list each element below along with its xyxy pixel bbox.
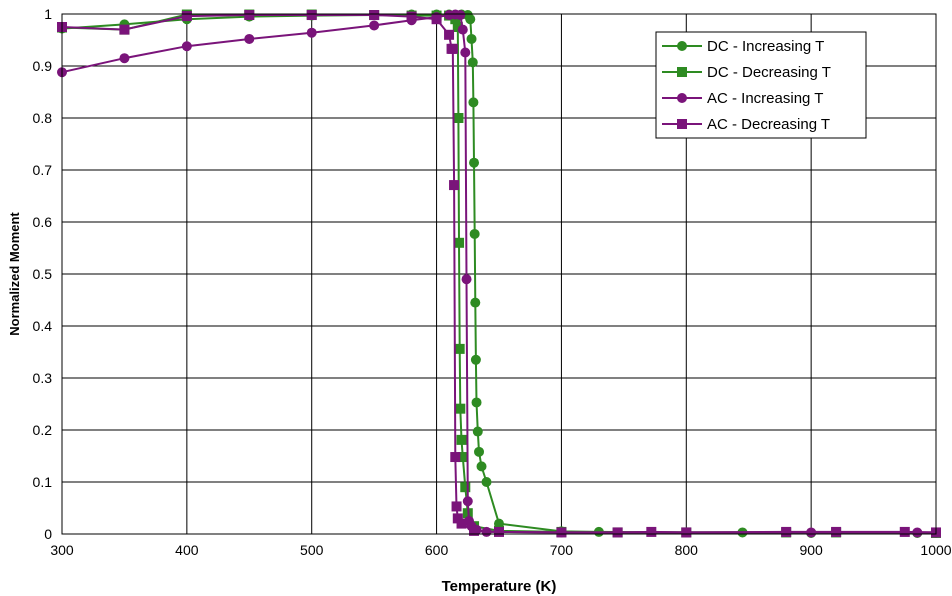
data-point xyxy=(450,452,461,463)
legend-marker xyxy=(677,119,687,129)
x-tick-label: 700 xyxy=(550,542,574,558)
data-point xyxy=(462,496,473,507)
y-tick-labels: 0 0.1 0.2 0.3 0.4 0.5 0.6 0.7 0.8 0.9 1 xyxy=(33,6,53,542)
x-tick-label: 400 xyxy=(175,542,199,558)
legend-label: AC - Decreasing T xyxy=(707,116,830,133)
x-tick-label: 300 xyxy=(50,542,74,558)
y-tick-label: 0.2 xyxy=(33,422,53,438)
data-point xyxy=(481,477,492,487)
legend-label: DC - Increasing T xyxy=(707,38,824,55)
y-tick-label: 0.3 xyxy=(33,370,53,386)
data-point xyxy=(431,14,442,25)
data-point xyxy=(457,452,468,463)
data-point xyxy=(781,526,792,537)
y-tick-label: 0.8 xyxy=(33,110,53,126)
data-point xyxy=(470,297,481,308)
plot-frame xyxy=(61,13,937,535)
legend-box xyxy=(655,31,867,139)
data-point xyxy=(244,10,255,21)
legend-marker xyxy=(677,41,687,51)
data-point xyxy=(469,525,480,536)
y-tick-label: 0.5 xyxy=(33,266,53,282)
x-tick-label: 800 xyxy=(675,542,699,558)
data-point xyxy=(556,527,567,538)
data-point xyxy=(476,461,487,472)
data-point xyxy=(470,354,481,365)
x-axis-title: Temperature (K) xyxy=(442,578,557,595)
data-point xyxy=(452,22,463,32)
y-tick-label: 1 xyxy=(44,6,52,22)
data-point xyxy=(444,29,455,40)
data-point xyxy=(452,513,463,524)
data-point xyxy=(455,403,466,414)
x-tick-label: 900 xyxy=(799,542,823,558)
legend-marker xyxy=(677,93,687,103)
y-tick-label: 0.1 xyxy=(33,474,53,490)
data-point xyxy=(306,10,317,21)
data-point xyxy=(460,482,471,493)
data-point xyxy=(451,501,462,512)
data-point xyxy=(467,57,478,68)
x-tick-label: 1000 xyxy=(920,542,951,558)
data-point xyxy=(454,237,465,248)
data-point xyxy=(446,43,457,54)
data-point xyxy=(831,526,842,537)
x-tick-label: 500 xyxy=(300,542,324,558)
data-point xyxy=(406,11,417,22)
data-point xyxy=(466,33,477,44)
data-point xyxy=(646,526,657,537)
data-point xyxy=(454,343,465,354)
data-point xyxy=(474,446,485,457)
data-point xyxy=(456,518,467,529)
data-point xyxy=(181,41,192,52)
data-point xyxy=(244,33,255,44)
data-point xyxy=(681,527,692,538)
data-point xyxy=(181,11,192,22)
data-point xyxy=(471,397,482,408)
data-point xyxy=(899,526,910,537)
data-point xyxy=(457,24,468,35)
data-point xyxy=(469,228,480,239)
legend-marker xyxy=(677,67,687,77)
data-point xyxy=(369,20,380,31)
data-point xyxy=(119,53,130,64)
series-layer xyxy=(57,9,941,538)
series-line xyxy=(61,14,937,534)
x-tick-label: 600 xyxy=(425,542,449,558)
legend: DC - Increasing T DC - Decreasing T AC - I… xyxy=(655,31,867,139)
data-point xyxy=(453,113,464,123)
y-tick-label: 0.7 xyxy=(33,162,53,178)
data-point xyxy=(460,47,471,58)
data-point xyxy=(494,526,504,537)
legend-label: AC - Increasing T xyxy=(707,90,823,107)
legend-label: DC - Decreasing T xyxy=(707,64,831,81)
data-point xyxy=(465,14,476,25)
data-point xyxy=(119,24,130,35)
y-tick-label: 0.9 xyxy=(33,58,53,74)
data-point xyxy=(469,157,480,168)
series-4 xyxy=(57,10,941,538)
y-tick-label: 0 xyxy=(44,526,52,542)
data-point xyxy=(468,97,479,108)
data-point xyxy=(369,10,380,21)
y-tick-label: 0.6 xyxy=(33,214,53,230)
data-point xyxy=(455,10,466,21)
data-point xyxy=(612,527,623,538)
data-point xyxy=(306,27,317,38)
data-point xyxy=(449,180,460,191)
y-axis-title: Normalized Moment xyxy=(7,212,22,336)
y-tick-label: 0.4 xyxy=(33,318,53,334)
data-point xyxy=(472,426,483,437)
data-point xyxy=(456,434,467,445)
x-tick-labels: 300 400 500 600 700 800 900 1000 xyxy=(50,542,951,558)
data-point xyxy=(461,274,472,285)
